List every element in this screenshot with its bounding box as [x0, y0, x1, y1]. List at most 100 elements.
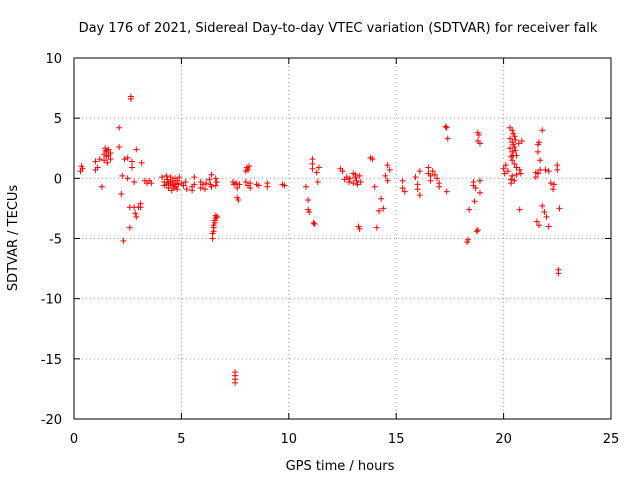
data-point [384, 177, 391, 184]
x-tick-label: 25 [603, 432, 620, 447]
data-point [311, 221, 318, 228]
data-point [414, 186, 421, 193]
data-point [507, 135, 514, 142]
data-point [501, 170, 508, 177]
data-point [92, 158, 99, 165]
y-tick-label: 10 [45, 52, 62, 67]
data-point [176, 174, 183, 181]
data-point [120, 237, 127, 244]
y-tick-label: 5 [54, 112, 62, 127]
data-point [534, 148, 541, 155]
data-point [118, 190, 125, 197]
data-point [356, 225, 363, 232]
data-point [443, 124, 450, 131]
data-point [212, 212, 219, 219]
data-point [507, 145, 514, 152]
data-point [513, 171, 520, 178]
data-point [512, 136, 519, 143]
data-point [537, 157, 544, 164]
chart-title: Day 176 of 2021, Sidereal Day-to-day VTE… [79, 21, 598, 36]
data-point [203, 180, 210, 187]
data-point [504, 168, 511, 175]
data-point [128, 158, 135, 165]
data-point [537, 166, 544, 173]
data-point [315, 164, 322, 171]
data-point [399, 184, 406, 191]
data-point [199, 181, 206, 188]
data-point [509, 127, 516, 134]
data-point [233, 180, 240, 187]
data-point [302, 183, 309, 190]
data-point [79, 165, 86, 172]
data-point [244, 166, 251, 173]
data-point [183, 186, 190, 193]
data-point [148, 180, 155, 187]
y-tick-label: -5 [49, 233, 62, 248]
data-point [98, 183, 105, 190]
data-point [425, 164, 432, 171]
data-point [281, 182, 288, 189]
data-point [472, 184, 479, 191]
data-point [511, 160, 518, 167]
data-point [116, 144, 123, 151]
data-point [474, 227, 481, 234]
data-point [246, 163, 253, 170]
x-tick-label: 20 [495, 432, 512, 447]
data-point [208, 183, 215, 190]
x-tick-label: 15 [388, 432, 405, 447]
data-point [247, 184, 254, 191]
data-points [77, 93, 563, 386]
data-point [107, 150, 114, 157]
data-point [103, 147, 110, 154]
data-point [534, 170, 541, 177]
data-point [399, 177, 406, 184]
data-point [347, 175, 354, 182]
data-point [517, 170, 524, 177]
data-point [518, 138, 525, 145]
y-axis-label: SDTVAR / TECUs [6, 185, 21, 292]
data-point [386, 166, 393, 173]
data-point [476, 140, 483, 147]
data-point [131, 178, 138, 185]
data-point [208, 171, 215, 178]
data-point [547, 180, 554, 187]
data-point [116, 124, 123, 131]
data-point [427, 177, 434, 184]
data-point [163, 172, 170, 179]
data-point [101, 157, 108, 164]
x-tick-label: 5 [177, 432, 185, 447]
data-point [213, 213, 220, 220]
data-point [350, 180, 357, 187]
data-point [541, 209, 548, 216]
data-point [513, 152, 520, 159]
data-point [255, 182, 262, 189]
data-point [373, 224, 380, 231]
data-point [431, 171, 438, 178]
data-point [182, 178, 189, 185]
data-point [536, 222, 543, 229]
data-point [550, 186, 557, 193]
data-point [470, 178, 477, 185]
data-point [539, 203, 546, 210]
data-point [515, 140, 522, 147]
data-point [556, 205, 563, 212]
data-point [476, 189, 483, 196]
data-point [202, 186, 209, 193]
x-tick-label: 10 [281, 432, 298, 447]
data-point [545, 223, 552, 230]
data-point [442, 123, 449, 130]
data-point [305, 196, 312, 203]
data-point [555, 270, 562, 277]
data-point [314, 178, 321, 185]
data-point [180, 182, 187, 189]
data-point [310, 219, 317, 226]
data-point [133, 146, 140, 153]
data-point [132, 210, 139, 217]
data-point [138, 159, 145, 166]
data-point [104, 159, 111, 166]
x-tick-label: 0 [70, 432, 78, 447]
data-point [234, 184, 241, 191]
data-point [124, 154, 131, 161]
data-point [543, 213, 550, 220]
